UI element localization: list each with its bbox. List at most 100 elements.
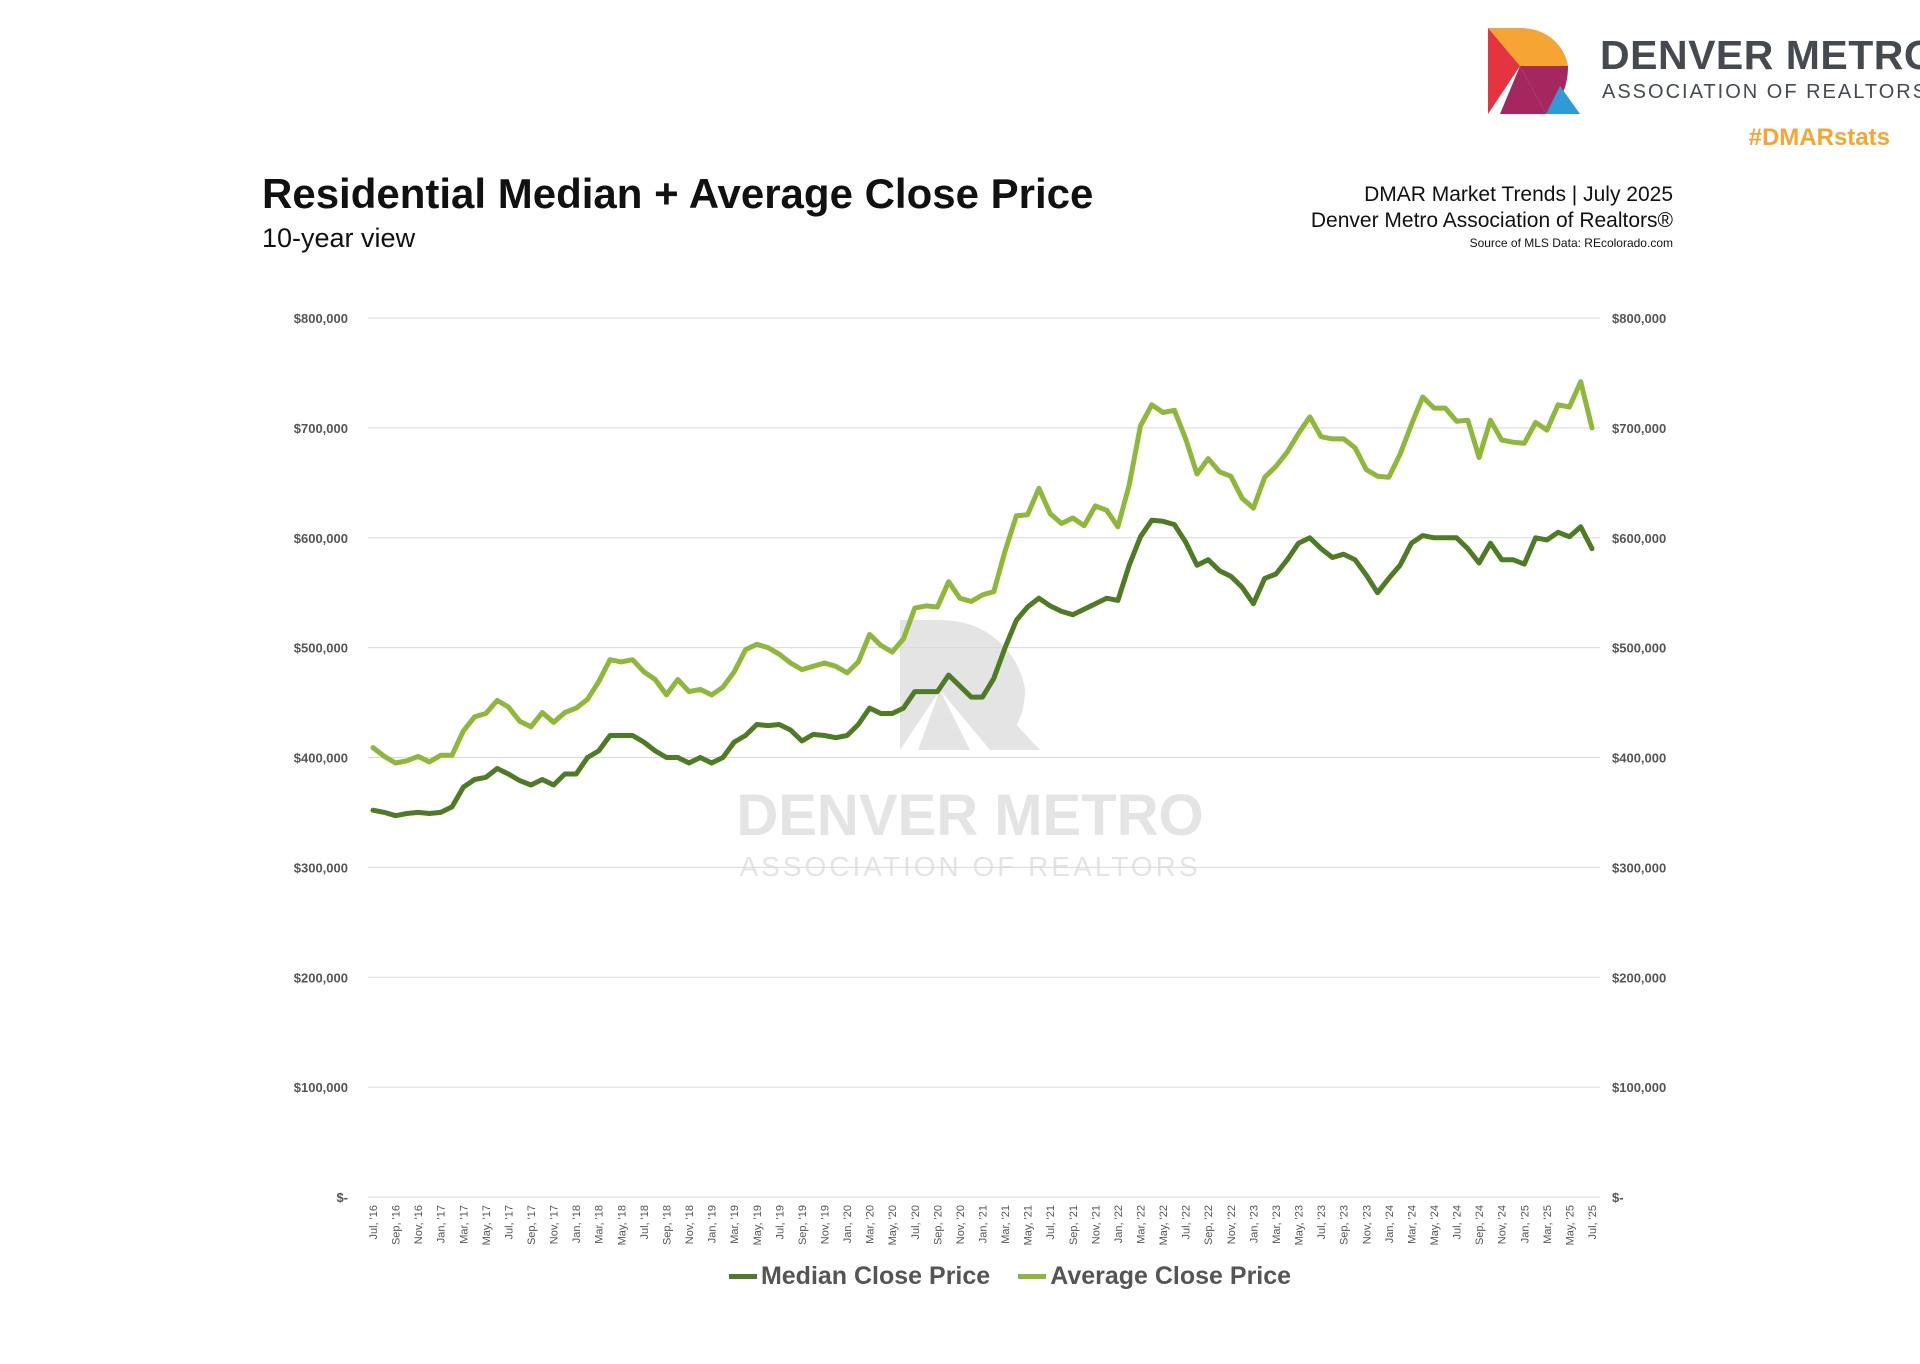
x-tick-label: May, '23 xyxy=(1294,1205,1306,1245)
x-axis: Jul, '16 Sep, '16 Nov, '16 Jan, '17 Mar, '17… xyxy=(368,1205,1599,1245)
gridlines xyxy=(368,317,1600,1198)
y-tick-label-left: $700,000 xyxy=(294,421,348,436)
x-tick-label: Nov, '18 xyxy=(684,1205,696,1244)
logo-text-line2: ASSOCIATION OF REALTORS® xyxy=(1602,81,1920,104)
x-tick-label: Jul, '19 xyxy=(774,1205,786,1240)
legend-swatch-average xyxy=(1018,1274,1047,1279)
y-tick-label-right: $700,000 xyxy=(1612,421,1666,436)
x-tick-label: Jul, '23 xyxy=(1316,1205,1328,1240)
legend-swatch-median xyxy=(728,1274,757,1279)
source-line3: Source of MLS Data: REcolorado.com xyxy=(1469,236,1673,250)
x-tick-label: Mar, '18 xyxy=(594,1205,606,1244)
y-tick-label-left: $300,000 xyxy=(294,860,348,875)
source-line2: Denver Metro Association of Realtors® xyxy=(1310,209,1673,232)
y-axis-left: $- $100,000 $200,000 $300,000 $400,000 $500,0… xyxy=(294,311,348,1205)
y-tick-label-left: $800,000 xyxy=(294,311,348,326)
dmar-logo: DENVER METRO ASSOCIATION OF REALTORS® xyxy=(1488,28,1920,118)
x-tick-label: Sep, '19 xyxy=(797,1205,809,1245)
x-tick-label: Jan, '17 xyxy=(436,1205,448,1243)
y-tick-label-left: $500,000 xyxy=(294,641,348,656)
legend-label-median: Median Close Price xyxy=(760,1262,991,1290)
y-tick-label-right: $800,000 xyxy=(1612,311,1666,326)
series-line-median xyxy=(370,517,1595,819)
source-block: DMAR Market Trends | July 2025 Denver Me… xyxy=(1311,183,1673,250)
watermark-line1: DENVER METRO xyxy=(736,783,1203,848)
x-tick-label: Jan, '21 xyxy=(978,1205,990,1243)
x-tick-label: Mar, '19 xyxy=(729,1205,741,1244)
y-tick-label-right: $300,000 xyxy=(1612,860,1666,875)
watermark-logo-icon xyxy=(900,620,1040,750)
x-tick-label: Nov, '16 xyxy=(413,1205,425,1244)
legend-item-average: Average Close Price xyxy=(1018,1262,1291,1291)
y-tick-label-right: $600,000 xyxy=(1612,531,1666,546)
x-tick-label: Mar, '22 xyxy=(1136,1205,1148,1244)
series-lines xyxy=(370,379,1595,819)
y-tick-label-left: $100,000 xyxy=(294,1080,348,1095)
x-tick-label: Nov, '19 xyxy=(819,1205,831,1244)
series-line-average xyxy=(370,379,1595,766)
x-tick-label: Mar, '24 xyxy=(1406,1205,1418,1244)
x-tick-label: Jan, '24 xyxy=(1384,1205,1396,1243)
y-tick-label-left: $600,000 xyxy=(294,531,348,546)
x-tick-label: Sep, '16 xyxy=(391,1205,403,1245)
legend-item-median: Median Close Price xyxy=(728,1262,991,1291)
x-tick-label: Sep, '17 xyxy=(526,1205,538,1245)
x-tick-label: Jan, '25 xyxy=(1519,1205,1531,1243)
y-tick-label-right: $100,000 xyxy=(1612,1080,1666,1095)
x-tick-label: Nov, '17 xyxy=(549,1205,561,1244)
x-tick-label: Sep, '21 xyxy=(1068,1205,1080,1245)
x-tick-label: Mar, '21 xyxy=(1000,1205,1012,1244)
x-tick-label: May, '18 xyxy=(616,1205,628,1245)
x-tick-label: May, '25 xyxy=(1564,1205,1576,1245)
watermark-line2: ASSOCIATION OF REALTORS xyxy=(739,851,1200,882)
x-tick-label: May, '22 xyxy=(1158,1205,1170,1245)
chart-title: Residential Median + Average Close Price xyxy=(262,170,1094,217)
x-tick-label: Mar, '25 xyxy=(1542,1205,1554,1244)
x-tick-label: Jan, '20 xyxy=(842,1205,854,1243)
legend-label-average: Average Close Price xyxy=(1050,1262,1292,1290)
x-tick-label: Nov, '20 xyxy=(955,1205,967,1244)
logo-text-line2-main: ASSOCIATION OF REALTORS xyxy=(1602,81,1920,103)
x-tick-label: Sep, '23 xyxy=(1339,1205,1351,1245)
x-tick-label: Jan, '19 xyxy=(707,1205,719,1243)
x-tick-label: Nov, '23 xyxy=(1361,1205,1373,1244)
source-line1: DMAR Market Trends | July 2025 xyxy=(1364,183,1673,206)
x-tick-label: Nov, '24 xyxy=(1497,1205,1509,1244)
y-tick-label-right: $500,000 xyxy=(1612,641,1666,656)
x-tick-label: Jan, '18 xyxy=(571,1205,583,1243)
x-tick-label: May, '17 xyxy=(481,1205,493,1245)
x-tick-label: Sep, '20 xyxy=(932,1205,944,1245)
x-tick-label: Jan, '23 xyxy=(1248,1205,1260,1243)
y-axis-right: $- $100,000 $200,000 $300,000 $400,000 $500,0… xyxy=(1612,311,1666,1205)
logo-text-line1: DENVER METRO xyxy=(1600,32,1920,78)
x-tick-label: Sep, '22 xyxy=(1203,1205,1215,1245)
x-tick-label: Nov, '22 xyxy=(1226,1205,1238,1244)
x-tick-label: Jul, '24 xyxy=(1452,1205,1464,1240)
x-tick-label: Sep, '18 xyxy=(661,1205,673,1245)
x-tick-label: Jul, '22 xyxy=(1181,1205,1193,1240)
x-tick-label: May, '19 xyxy=(752,1205,764,1245)
x-tick-label: Jul, '25 xyxy=(1587,1205,1599,1240)
x-tick-label: Jul, '21 xyxy=(1045,1205,1057,1240)
y-tick-label-right: $400,000 xyxy=(1612,751,1666,766)
x-tick-label: Mar, '17 xyxy=(458,1205,470,1244)
y-tick-label-right: $- xyxy=(1612,1190,1624,1205)
x-tick-label: Nov, '21 xyxy=(1090,1205,1102,1244)
x-tick-label: Jul, '20 xyxy=(910,1205,922,1240)
x-tick-label: Jul, '16 xyxy=(368,1205,380,1240)
x-tick-label: Jul, '18 xyxy=(639,1205,651,1240)
dmar-logo-icon xyxy=(1488,28,1580,114)
y-tick-label-left: $200,000 xyxy=(294,970,348,985)
x-tick-label: Jan, '22 xyxy=(1113,1205,1125,1243)
x-tick-label: May, '24 xyxy=(1429,1205,1441,1245)
chart-subtitle: 10-year view xyxy=(262,223,416,253)
x-tick-label: Jul, '17 xyxy=(503,1205,515,1240)
legend: Median Close Price Average Close Price xyxy=(0,1262,1920,1291)
y-tick-label-right: $200,000 xyxy=(1612,970,1666,985)
watermark: DENVER METRO ASSOCIATION OF REALTORS xyxy=(736,620,1204,882)
x-tick-label: May, '20 xyxy=(887,1205,899,1245)
y-tick-label-left: $- xyxy=(336,1190,348,1205)
y-tick-label-left: $400,000 xyxy=(294,751,348,766)
hashtag: #DMARstats xyxy=(1748,124,1890,151)
